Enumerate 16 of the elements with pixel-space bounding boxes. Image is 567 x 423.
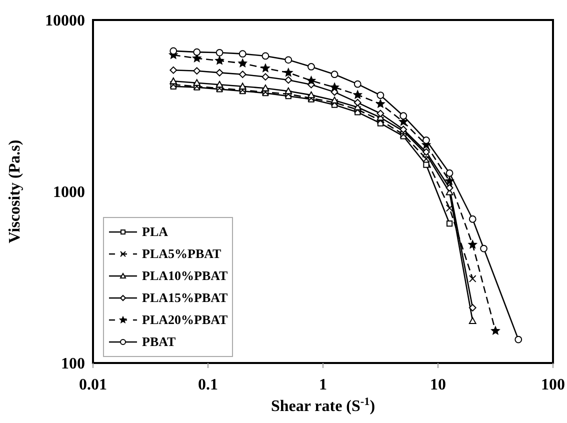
legend-label: PBAT [142, 334, 176, 350]
legend-label: PLA20%PBAT [142, 312, 228, 328]
y-tick-label: 10000 [45, 12, 85, 30]
legend-label: PLA10%PBAT [142, 268, 228, 284]
x-tick-label: 0.01 [79, 376, 107, 394]
x-tick-label: 10 [430, 376, 446, 394]
x-tick-label: 1 [319, 376, 327, 394]
y-axis-title: Viscosity (Pa.s) [6, 140, 24, 244]
x-axis-title: Shear rate (S$^{-1}$) [270, 396, 376, 415]
legend-label: PLA15%PBAT [142, 290, 228, 306]
y-tick-label: 100 [61, 356, 85, 373]
y-tick-label: 1000 [53, 184, 85, 202]
legend-label: PLA5%PBAT [142, 246, 222, 262]
legend-label: PLA [142, 224, 168, 240]
x-tick-label: 100 [541, 376, 565, 394]
x-tick-label: 0.1 [198, 376, 218, 394]
